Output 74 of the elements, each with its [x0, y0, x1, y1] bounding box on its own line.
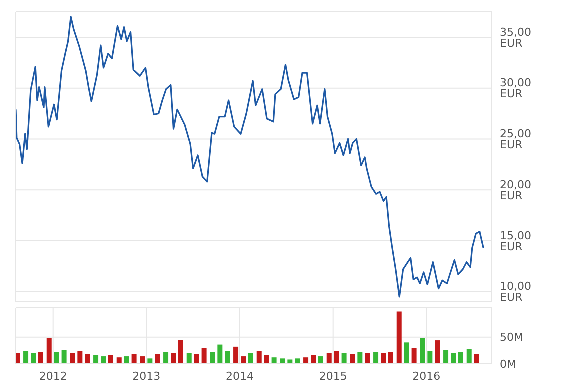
y-tick-label: 35,00 EUR [500, 26, 532, 50]
bar [108, 355, 114, 364]
bar [148, 358, 153, 364]
bar [171, 353, 176, 364]
y-tick-label: 10,00 EUR [500, 280, 532, 304]
bar [365, 353, 370, 364]
bar [202, 348, 207, 364]
bar [54, 352, 60, 364]
bar [210, 352, 216, 364]
bar [428, 351, 433, 364]
bar [225, 351, 230, 364]
bar [116, 358, 122, 364]
x-tick-label: 2015 [319, 370, 348, 383]
bar [435, 340, 440, 364]
bar [256, 351, 262, 364]
bar [140, 356, 146, 364]
bar [164, 352, 169, 364]
bar [70, 353, 76, 364]
x-tick-label: 2014 [226, 370, 254, 383]
bar [342, 353, 347, 364]
bar [388, 352, 394, 364]
bar [234, 346, 239, 364]
bar [24, 351, 29, 364]
bar [381, 353, 386, 364]
bar [311, 355, 316, 364]
bar [78, 351, 83, 364]
bar [186, 353, 192, 364]
bar [404, 342, 410, 364]
y-tick-label: 50M [500, 331, 524, 344]
bar [420, 338, 426, 364]
line-series [16, 16, 484, 298]
bar [444, 350, 449, 364]
bar [101, 356, 106, 364]
bar [458, 352, 464, 364]
bar [124, 356, 130, 364]
bar [62, 350, 67, 364]
bar [38, 352, 44, 364]
y-tick-label: 30,00 EUR [500, 76, 532, 101]
bar [264, 355, 270, 364]
bar [218, 344, 223, 364]
bar [46, 338, 52, 364]
bar [350, 354, 356, 364]
bar [326, 353, 332, 364]
bar [288, 360, 293, 364]
x-tick-label: 2016 [412, 370, 441, 383]
y-tick-label: 0M [500, 358, 516, 371]
bar [318, 356, 324, 364]
bar [280, 358, 286, 364]
bar [194, 354, 200, 364]
bar [272, 358, 277, 364]
y-tick-label: 25,00 EUR [500, 128, 532, 152]
bar [85, 354, 90, 364]
bar [304, 358, 309, 364]
bar [358, 352, 363, 364]
bar [334, 351, 340, 364]
bar [474, 354, 480, 364]
bar [295, 358, 300, 364]
bar [94, 355, 99, 364]
x-tick-label: 2012 [39, 370, 68, 383]
bar [155, 354, 160, 364]
bar [396, 312, 402, 364]
bar [31, 353, 36, 364]
bar [241, 356, 246, 364]
bar [451, 353, 456, 364]
bar [178, 340, 184, 364]
bar [466, 349, 472, 364]
y-tick-label: 15,00 EUR [500, 229, 532, 254]
bar [16, 353, 20, 364]
x-tick-label: 2013 [132, 370, 161, 383]
y-tick-label: 20,00 EUR [500, 178, 532, 202]
bar [374, 352, 379, 364]
bar [132, 354, 137, 364]
bar [248, 353, 254, 364]
bar [412, 348, 417, 364]
